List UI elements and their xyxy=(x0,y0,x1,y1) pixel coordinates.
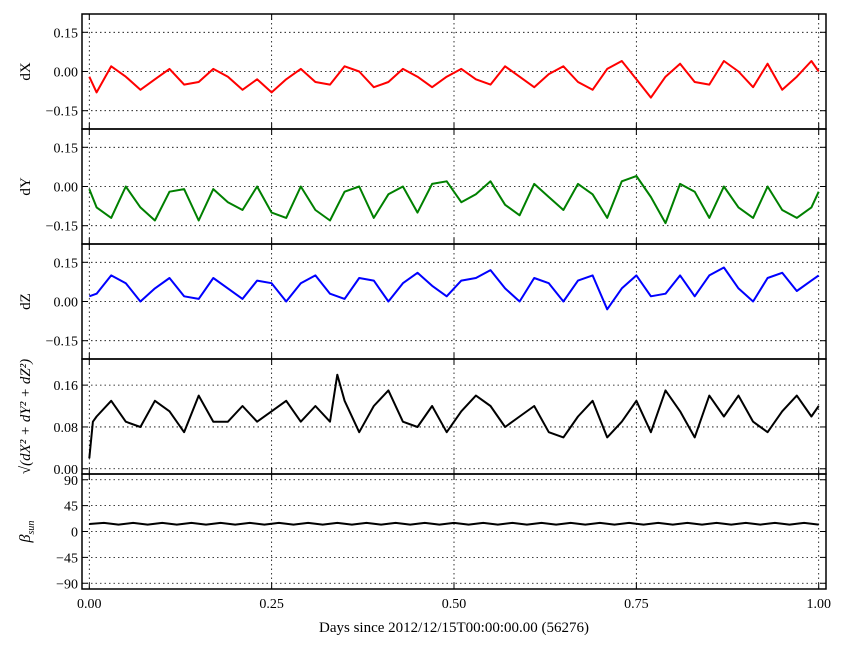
series-line-dz xyxy=(88,266,820,311)
series-line-beta xyxy=(89,521,819,526)
y-tick-label: −0.15 xyxy=(46,105,78,120)
x-tick-label: 1.00 xyxy=(806,597,831,612)
y-tick-label: 0.15 xyxy=(54,256,79,271)
y-axis-label: βsun xyxy=(17,521,37,544)
x-tick-label: 0.00 xyxy=(77,597,102,612)
panel-dx: −0.15 0.00 0.15 dX xyxy=(18,13,827,130)
y-tick-label: 45 xyxy=(64,500,78,515)
y-tick-label: 0 xyxy=(71,526,78,541)
y-tick-label: −0.15 xyxy=(46,220,78,235)
panel-dz: −0.15 0.00 0.15 dZ xyxy=(18,243,827,360)
y-axis-label: dY xyxy=(18,177,34,196)
y-tick-label: 0.16 xyxy=(54,379,79,394)
panel-mag: 0.00 0.08 0.16 √(dX² + dY² + dZ²) xyxy=(18,358,827,478)
x-tick-label: 0.50 xyxy=(442,597,467,612)
axes-frame xyxy=(81,358,827,475)
x-axis-label: Days since 2012/12/15T00:00:00.00 (56276… xyxy=(319,620,589,636)
panel-dy: −0.15 0.00 0.15 dY xyxy=(18,128,827,245)
axes-frame xyxy=(81,13,827,130)
y-tick-label: 90 xyxy=(64,474,78,489)
axes-frame xyxy=(81,473,827,590)
x-tick-label: 0.25 xyxy=(259,597,284,612)
y-axis-label: dZ xyxy=(18,293,34,310)
x-tick-label: 0.75 xyxy=(624,597,649,612)
y-tick-label: 0.00 xyxy=(54,463,79,478)
axes-frame xyxy=(81,128,827,245)
y-tick-label: 0.08 xyxy=(54,421,79,436)
y-axis-label: √(dX² + dY² + dZ²) xyxy=(18,359,34,474)
y-tick-label: −45 xyxy=(56,551,78,566)
y-axis-label: dX xyxy=(18,62,34,81)
y-tick-label: 0.00 xyxy=(54,181,79,196)
axes-frame xyxy=(81,243,827,360)
y-tick-label: 0.15 xyxy=(54,26,79,41)
y-tick-label: −90 xyxy=(56,577,78,592)
y-tick-label: 0.00 xyxy=(54,296,79,311)
series-line-dy xyxy=(88,175,820,225)
series-line-mag xyxy=(88,373,820,459)
y-tick-label: 0.15 xyxy=(54,141,79,156)
y-tick-label: 0.00 xyxy=(54,66,79,81)
y-tick-label: −0.15 xyxy=(46,335,78,350)
series-line-dx xyxy=(88,60,820,99)
panel-beta: −90 −45 0 45 90 βsun xyxy=(17,473,827,592)
